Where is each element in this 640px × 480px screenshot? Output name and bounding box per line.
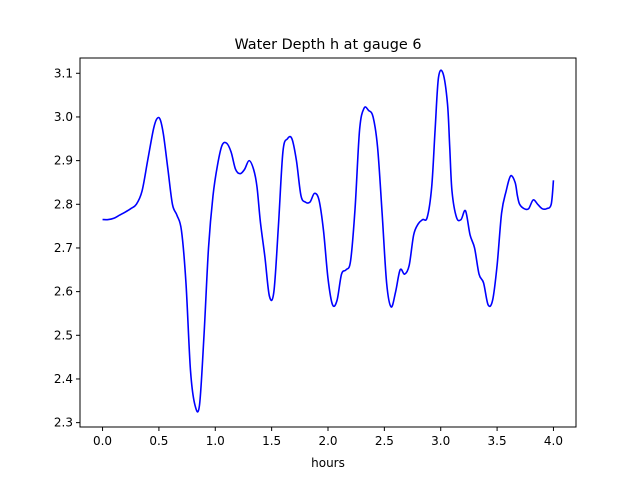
plot-area	[79, 57, 577, 428]
y-tick-label: 2.5	[54, 328, 73, 342]
series-layer	[102, 69, 555, 413]
x-tick-label: 4.0	[544, 434, 563, 448]
x-tick-label: 2.0	[318, 434, 337, 448]
x-tick-label: 2.5	[375, 434, 394, 448]
x-tick-label: 0.0	[93, 434, 112, 448]
x-axis-label: hours	[311, 456, 345, 470]
x-tick-label: 1.5	[262, 434, 281, 448]
y-tick-label: 2.7	[54, 241, 73, 255]
y-tick-label: 3.0	[54, 110, 73, 124]
x-tick-label: 3.5	[488, 434, 507, 448]
series-line	[102, 69, 555, 413]
plot-background	[80, 58, 576, 427]
y-tick-label: 3.1	[54, 66, 73, 80]
y-tick-label: 2.9	[54, 154, 73, 168]
x-tick-label: 0.5	[149, 434, 168, 448]
y-tick-label: 2.6	[54, 285, 73, 299]
y-tick-label: 2.4	[54, 372, 73, 386]
y-tick-label: 2.8	[54, 197, 73, 211]
y-tick-label: 2.3	[54, 416, 73, 430]
y-axis: 2.3 2.4 2.5 2.6 2.7 2.8 2.9 3.0 3.1	[54, 66, 80, 430]
x-tick-label: 1.0	[206, 434, 225, 448]
x-axis: 0.0 0.5 1.0 1.5 2.0 2.5 3.0 3.5 4.0	[93, 427, 563, 448]
x-tick-label: 3.0	[431, 434, 450, 448]
chart-title: Water Depth h at gauge 6	[234, 37, 421, 53]
